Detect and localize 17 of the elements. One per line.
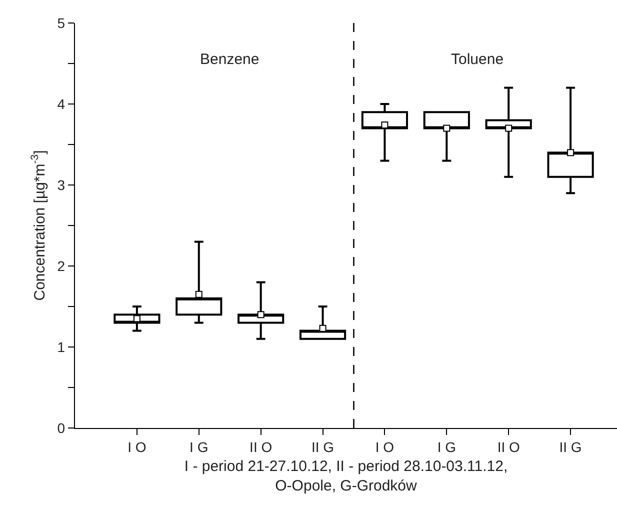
y-tick-label: 4 [57,96,66,112]
x-tick-label: II O [250,438,272,455]
x-tick-label: II O [497,438,520,455]
y-tick-label: 1 [57,338,66,355]
y-tick-label: 0 [57,420,66,436]
x-tick-label: I G [437,438,456,455]
y-tick-label: 5 [57,14,66,31]
y-tick-label: 2 [57,258,66,274]
x-tick-label: I O [375,438,394,455]
x-tick-label: II G [311,438,334,455]
x-tick-label: I G [190,438,208,455]
annotation: Benzene [200,51,260,68]
x-tick-label: II G [559,438,582,455]
y-tick-label: 3 [57,176,66,193]
x-axis-title: I - period 21-27.10.12, II - period 28.10-03.11.12, O-Opole, G-Grodków [184,458,508,494]
annotation: Toluene [451,51,504,68]
x-tick-label: I O [128,438,146,455]
